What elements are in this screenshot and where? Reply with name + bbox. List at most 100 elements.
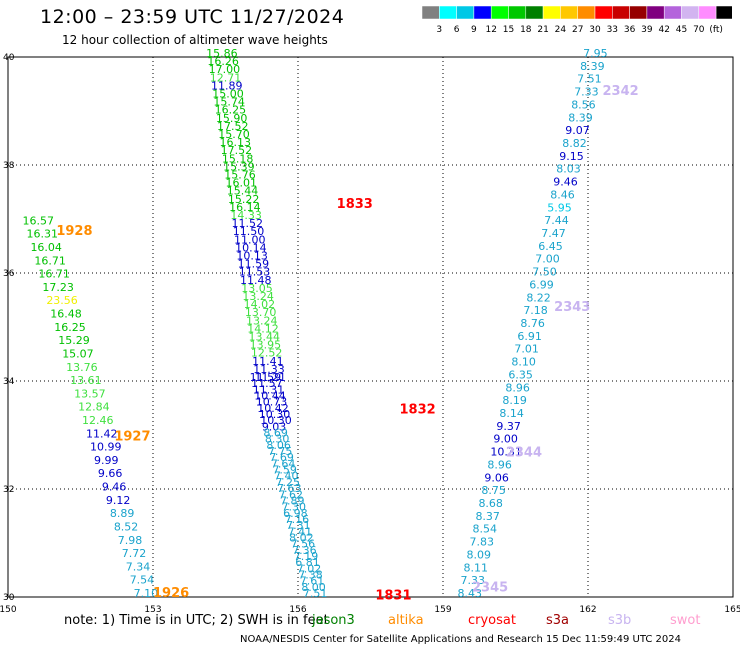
legend-altika: altika xyxy=(388,613,424,628)
wave-height-label: 8.39 xyxy=(580,60,605,73)
wave-height-label: 8.10 xyxy=(511,356,536,369)
wave-height-label: 9.15 xyxy=(559,150,584,163)
wave-height-label: 13.57 xyxy=(74,387,106,400)
wave-height-label: 8.76 xyxy=(520,317,545,330)
wave-height-label: 15.86 xyxy=(206,47,238,60)
legend-jason3: jason3 xyxy=(312,613,355,628)
wave-height-label: 10.14 xyxy=(235,241,267,254)
wave-height-label: 16.26 xyxy=(207,55,239,68)
wave-height-label: 8.37 xyxy=(475,510,500,523)
colorbar-label: 24 xyxy=(555,25,567,35)
wave-height-label: 7.75 xyxy=(268,445,293,458)
wave-height-label: 12.84 xyxy=(78,401,110,414)
wave-height-label: 7.33 xyxy=(460,574,485,587)
colorbar-label: 70 xyxy=(693,25,705,35)
wave-height-label: 10.99 xyxy=(90,441,122,454)
x-tick-label: 150 xyxy=(0,605,17,615)
wave-height-label: 8.22 xyxy=(526,291,551,304)
chart-title: 12:00 – 23:59 UTC 11/27/2024 xyxy=(40,6,345,28)
wave-height-label: 15.70 xyxy=(218,128,250,141)
wave-height-label: 7.89 xyxy=(280,494,305,507)
wave-height-label: 17.23 xyxy=(42,281,74,294)
wave-height-label: 9.37 xyxy=(496,420,521,433)
wave-height-label: 7.51 xyxy=(577,73,602,86)
wave-height-label: 7.02 xyxy=(297,562,322,575)
wave-height-label: 9.06 xyxy=(484,471,509,484)
wave-height-label: 13.76 xyxy=(66,361,98,374)
wave-height-label: 7.16 xyxy=(285,513,310,526)
wave-height-label: 11.57 xyxy=(251,377,283,390)
wave-height-label: 7.59 xyxy=(272,464,297,477)
wave-height-label: 6.91 xyxy=(517,330,542,343)
wave-height-label: 7.61 xyxy=(300,575,325,588)
wave-height-label: 8.09 xyxy=(466,548,491,561)
wave-height-label: 7.98 xyxy=(118,534,142,547)
colorbar-swatch xyxy=(715,5,732,20)
wave-height-label: 11.53 xyxy=(239,266,271,279)
wave-height-label: 7.44 xyxy=(544,214,569,227)
wave-height-label: 16.04 xyxy=(30,241,62,254)
wave-height-label: 7.47 xyxy=(541,227,566,240)
colorbar-label: 45 xyxy=(676,25,687,35)
pass-number-label: 1833 xyxy=(337,197,373,212)
wave-height-label: 11.50 xyxy=(233,225,265,238)
wave-height-label: 10.44 xyxy=(254,390,286,403)
wave-height-label: 7.34 xyxy=(126,560,151,573)
wave-height-label: 8.89 xyxy=(110,507,135,520)
wave-height-label: 12.46 xyxy=(82,414,114,427)
wave-height-label: 9.07 xyxy=(565,124,590,137)
wave-height-label: 5.95 xyxy=(547,201,572,214)
wave-height-label: 8.96 xyxy=(505,381,530,394)
wave-height-label: 16.13 xyxy=(219,136,251,149)
wave-height-label: 8.11 xyxy=(463,561,488,574)
wave-height-label: 9.00 xyxy=(493,433,518,446)
wave-height-label: 6.45 xyxy=(538,240,563,253)
wave-height-label: 7.40 xyxy=(274,470,299,483)
wave-height-label: 10.13 xyxy=(236,250,268,263)
wave-height-label: 13.44 xyxy=(248,331,279,344)
wave-height-label: 7.31 xyxy=(286,519,311,532)
wave-height-label: 10.31 xyxy=(490,446,522,459)
wave-height-label: 14.12 xyxy=(247,322,279,335)
units-note: note: 1) Time is in UTC; 2) SWH is in fe… xyxy=(64,613,329,628)
wave-height-label: 15.39 xyxy=(223,160,255,173)
wave-height-label: 7.64 xyxy=(271,457,296,470)
wave-height-label: 7.62 xyxy=(279,488,304,501)
wave-height-label: 6.81 xyxy=(295,556,320,569)
wave-height-label: 13.24 xyxy=(246,314,278,327)
wave-height-label: 7.01 xyxy=(514,343,539,356)
plot-frame xyxy=(7,56,734,598)
wave-height-label: 16.31 xyxy=(26,228,58,241)
wave-height-label: 7.18 xyxy=(523,304,548,317)
wave-height-label: 13.70 xyxy=(245,306,276,319)
wave-height-label: 8.43 xyxy=(458,587,483,600)
wave-height-label: 8.96 xyxy=(487,458,512,471)
wave-height-label: 9.99 xyxy=(94,454,119,467)
wave-height-label: 6.98 xyxy=(283,507,308,520)
wave-height-label: 9.66 xyxy=(98,467,123,480)
wave-height-label: 8.54 xyxy=(472,523,497,536)
wave-height-label: 15.07 xyxy=(62,347,93,360)
wave-height-label: 13.95 xyxy=(250,339,282,352)
wave-height-label: 16.48 xyxy=(50,308,82,321)
wave-height-label: 7.63 xyxy=(277,482,302,495)
wave-height-label: 12.71 xyxy=(210,71,242,84)
wave-height-label: 8.06 xyxy=(266,439,291,452)
wave-height-label: 11.41 xyxy=(252,355,283,368)
wave-height-label: 8.46 xyxy=(550,188,575,201)
wave-height-label: 8.39 xyxy=(568,111,593,124)
wave-height-label: 7.54 xyxy=(130,574,155,587)
wave-height-label: 7.25 xyxy=(275,476,300,489)
wave-height-label: 11.31 xyxy=(253,383,285,396)
colorbar-label: 33 xyxy=(607,25,618,35)
wave-height-label: 8.75 xyxy=(481,484,506,497)
wave-height-label: 15.18 xyxy=(222,152,254,165)
wave-height-label: 7.30 xyxy=(282,501,307,514)
wave-height-label: 8.68 xyxy=(478,497,503,510)
wave-height-label: 6.35 xyxy=(508,368,533,381)
pass-number-label: 2342 xyxy=(603,84,639,99)
wave-height-label: 16.71 xyxy=(38,268,70,281)
colorbar-label: (ft) xyxy=(709,25,723,35)
wave-height-label: 7.38 xyxy=(298,568,323,581)
